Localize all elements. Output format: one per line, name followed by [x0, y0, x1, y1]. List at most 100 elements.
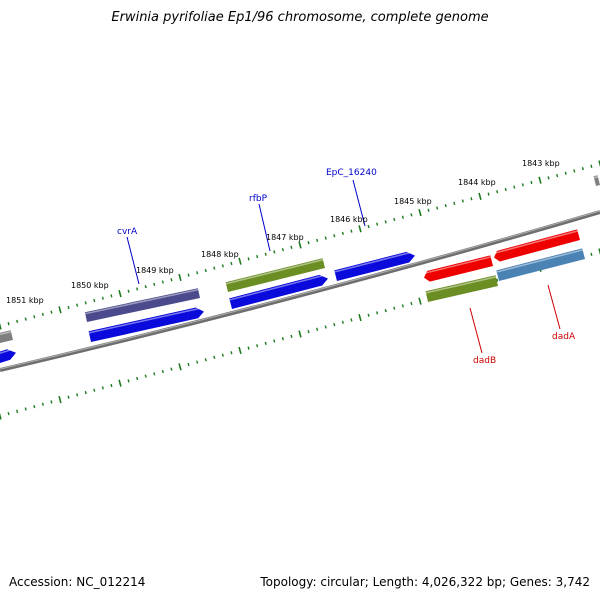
- inner-tick: [333, 322, 336, 327]
- inner-tick: [376, 311, 379, 315]
- inner-tick: [221, 353, 224, 357]
- outer-tick: [478, 192, 482, 200]
- outer-tick: [24, 317, 27, 321]
- inner-tick: [118, 379, 122, 387]
- inner-tick: [127, 379, 130, 383]
- outer-tick: [513, 185, 516, 189]
- label-leaders: [126, 179, 561, 354]
- outer-tick: [67, 305, 70, 310]
- outer-tick: [453, 201, 456, 205]
- inner-tick: [170, 367, 173, 371]
- outer-tick: [41, 312, 44, 317]
- outer-tick: [0, 322, 2, 330]
- outer-tick: [504, 187, 507, 192]
- leader-dada: [547, 284, 561, 330]
- outer-tick: [367, 224, 370, 229]
- inner-tick: [410, 301, 413, 306]
- cds-blue-lower-mid-highlight: [229, 274, 326, 301]
- cds-blue-lower-left-body: [88, 307, 204, 342]
- cds-edge-grey-left-body: [0, 330, 13, 343]
- cds-cvra-highlight: [85, 288, 199, 315]
- inner-tick: [238, 346, 242, 354]
- cds-dada-red-body: [494, 229, 580, 262]
- outer-tick: [264, 252, 267, 256]
- cds-edge-blue-left-body: [0, 349, 16, 363]
- inner-tick: [213, 355, 216, 360]
- cds-rfbp-highlight: [225, 259, 324, 285]
- inner-tick: [298, 330, 302, 338]
- cds-dadb-red: [421, 255, 493, 282]
- cds-cvra-body: [84, 288, 200, 322]
- inner-tick: [324, 325, 327, 329]
- inner-tick-ring: [0, 248, 600, 420]
- outer-tick: [350, 229, 353, 233]
- inner-tick: [367, 313, 370, 317]
- cds-dada-red: [491, 229, 580, 262]
- outer-tick: [213, 266, 216, 270]
- inner-tick: [76, 393, 79, 397]
- outer-tick: [196, 271, 199, 275]
- inner-tick: [101, 386, 104, 390]
- inner-tick: [16, 409, 19, 413]
- outer-tick: [256, 254, 259, 259]
- gene-features: [0, 175, 600, 363]
- gene-label-dadb: dadB: [473, 356, 496, 366]
- cds-blue-lower-mid: [229, 274, 328, 309]
- outer-tick: [521, 183, 524, 187]
- outer-tick: [33, 315, 36, 319]
- cds-dada-red-highlight: [491, 230, 578, 255]
- inner-tick: [496, 278, 499, 282]
- topology-text: Topology: circular; Length: 4,026,322 bp…: [260, 575, 590, 589]
- outer-tick: [564, 171, 567, 175]
- cds-epc-16240-body: [334, 251, 415, 281]
- inner-tick: [358, 314, 362, 322]
- outer-tick: [93, 298, 96, 303]
- cds-blue-lower-left: [88, 307, 204, 342]
- gene-label-epc-16240: EpC_16240: [326, 168, 377, 178]
- scale-label-1843: 1843 kbp: [522, 159, 560, 168]
- inner-tick: [7, 412, 10, 416]
- map-title: Erwinia pyrifoliae Ep1/96 chromosome, co…: [111, 10, 489, 25]
- gene-label-rfbp: rfbP: [249, 194, 268, 204]
- cds-dada-steel-highlight: [496, 249, 583, 273]
- outer-tick-ring: [0, 160, 600, 330]
- outer-tick: [538, 176, 542, 184]
- outer-tick: [153, 282, 156, 286]
- cds-cvra: [84, 288, 200, 322]
- outer-tick: [530, 180, 533, 185]
- scale-label-1847: 1847 kbp: [266, 233, 304, 242]
- leader-rfbp: [258, 203, 271, 252]
- inner-tick: [144, 374, 147, 378]
- outer-tick: [418, 209, 422, 217]
- inner-tick: [350, 318, 353, 322]
- outer-tick: [393, 217, 396, 222]
- inner-tick: [598, 248, 600, 256]
- inner-tick: [418, 297, 422, 305]
- outer-tick: [324, 236, 327, 240]
- inner-tick: [384, 308, 387, 313]
- scale-label-1845: 1845 kbp: [394, 197, 432, 206]
- outer-tick: [273, 250, 276, 254]
- outer-tick: [101, 296, 104, 300]
- outer-tick: [470, 197, 473, 201]
- outer-tick: [316, 238, 319, 243]
- cds-edge-grey-right: [593, 175, 600, 186]
- outer-tick: [178, 273, 182, 281]
- inner-tick: [196, 360, 199, 364]
- outer-tick: [238, 257, 242, 265]
- outer-tick: [16, 319, 19, 324]
- outer-tick: [376, 222, 379, 226]
- outer-tick: [58, 306, 62, 314]
- outer-tick: [590, 164, 593, 168]
- cds-edge-blue-left-highlight: [0, 348, 14, 354]
- inner-tick: [84, 390, 87, 395]
- inner-tick: [290, 334, 293, 338]
- backbone-highlight: [0, 210, 600, 370]
- inner-tick: [204, 358, 207, 362]
- outer-tick: [281, 247, 284, 252]
- inner-tick: [93, 388, 96, 392]
- outer-tick: [221, 264, 224, 268]
- outer-tick: [127, 289, 130, 293]
- outer-tick: [496, 190, 499, 194]
- cds-dadb-green: [425, 275, 498, 302]
